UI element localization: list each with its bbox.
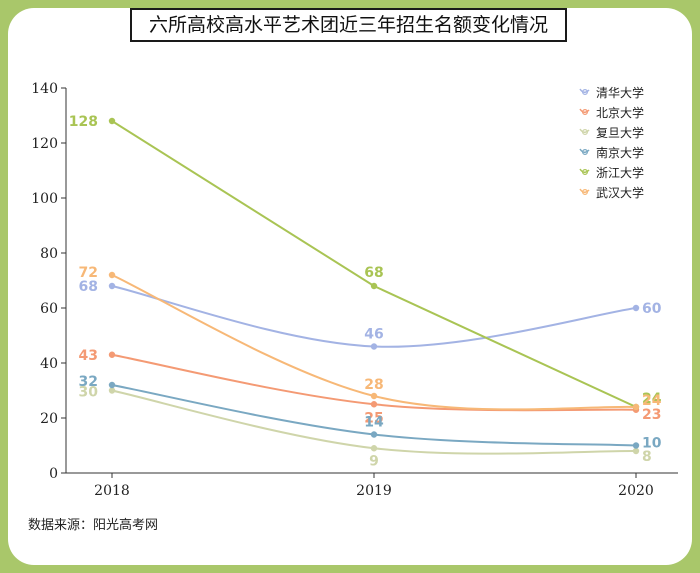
data-label: 68	[364, 265, 383, 281]
x-tick-label: 2019	[356, 483, 392, 499]
data-label: 8	[642, 449, 652, 465]
data-label: 128	[69, 114, 98, 130]
legend-label: 清华大学	[596, 85, 644, 100]
legend-label: 北京大学	[596, 105, 644, 120]
y-tick-label: 100	[31, 191, 58, 207]
data-point	[108, 271, 116, 279]
data-label: 25	[364, 410, 383, 426]
data-label: 9	[369, 453, 379, 469]
legend-label: 南京大学	[596, 145, 644, 160]
data-label: 46	[364, 327, 383, 343]
legend-label: 复旦大学	[596, 125, 644, 140]
source-note: 数据来源：阳光高考网	[28, 518, 159, 533]
chart-card	[8, 8, 692, 565]
y-tick-label: 140	[31, 81, 58, 97]
legend-swatch	[579, 88, 590, 93]
legend-swatch	[579, 188, 590, 193]
data-label: 28	[364, 377, 383, 393]
y-tick-label: 120	[31, 136, 58, 152]
legend-marker	[581, 108, 588, 115]
legend-marker	[581, 88, 588, 95]
data-point	[370, 392, 378, 400]
data-label: 23	[642, 407, 661, 423]
legend-item: 清华大学	[579, 85, 644, 100]
data-label: 24	[642, 393, 662, 409]
legend-item: 复旦大学	[579, 125, 644, 140]
data-point	[632, 447, 640, 455]
y-tick-label: 40	[40, 356, 58, 372]
axes: 0 20 40 60 80 100 120 140 2018 2019 2020	[31, 81, 678, 499]
data-point	[370, 445, 378, 452]
data-label: 60	[642, 301, 662, 317]
data-point	[108, 381, 116, 389]
data-point	[632, 442, 640, 449]
legend-swatch	[579, 108, 590, 113]
legend-marker	[581, 169, 588, 176]
legend-marker	[581, 149, 588, 156]
data-label: 72	[79, 265, 98, 281]
legend-swatch	[579, 128, 590, 133]
data-label: 10	[642, 436, 662, 452]
data-point	[108, 351, 116, 358]
data-label: 24	[642, 391, 662, 407]
data-label: 14	[364, 415, 384, 431]
legend-marker	[581, 189, 588, 196]
legend-item: 武汉大学	[579, 185, 644, 200]
data-point	[632, 304, 640, 312]
x-tick-label: 2020	[618, 483, 654, 499]
chart-title: 六所高校高水平艺术团近三年招生名额变化情况	[130, 8, 567, 42]
data-label: 68	[79, 279, 98, 295]
data-point	[370, 401, 378, 408]
data-label: 43	[79, 348, 98, 364]
data-point	[108, 387, 116, 394]
series-points	[108, 117, 640, 455]
legend-swatch	[579, 168, 590, 173]
data-point	[370, 282, 378, 290]
data-point	[370, 343, 378, 350]
legend-marker	[581, 129, 588, 136]
legend-label: 武汉大学	[596, 185, 644, 200]
legend-item: 北京大学	[579, 105, 644, 120]
data-point	[370, 431, 378, 438]
legend-swatch	[579, 148, 590, 153]
legend-item: 南京大学	[579, 145, 644, 160]
data-point	[108, 282, 116, 290]
x-tick-label: 2018	[94, 483, 130, 499]
legend-label: 浙江大学	[596, 165, 644, 180]
legend-item: 浙江大学	[579, 165, 644, 180]
data-label: 30	[79, 385, 99, 401]
data-label: 32	[79, 374, 98, 390]
data-point	[108, 117, 116, 125]
y-tick-label: 80	[40, 246, 58, 262]
data-point	[632, 403, 640, 411]
series-line-4	[111, 120, 637, 408]
y-tick-label: 20	[40, 411, 58, 427]
y-tick-label: 0	[49, 466, 58, 482]
y-tick-label: 60	[40, 301, 58, 317]
